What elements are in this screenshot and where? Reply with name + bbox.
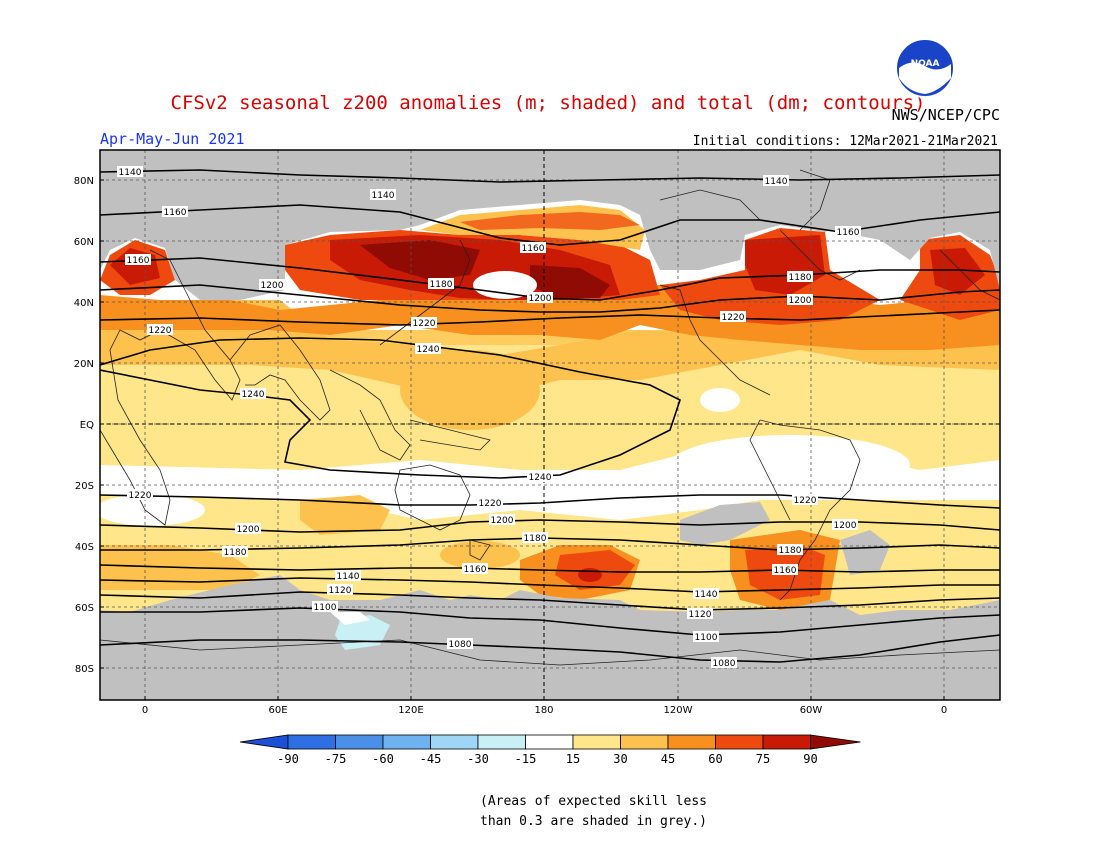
- contour-label: 1220: [413, 319, 436, 329]
- contour-label: 1100: [314, 603, 337, 613]
- colorbar-swatch: [715, 734, 764, 750]
- lon-tick-label: 180: [534, 705, 553, 716]
- colorbar-swatch: [477, 734, 526, 750]
- contour-label: 1160: [164, 208, 187, 218]
- contour-label: 1140: [337, 572, 360, 582]
- initial-conditions: Initial conditions: 12Mar2021-21Mar2021: [693, 134, 998, 149]
- colorbar-tick-label: -60: [372, 752, 394, 766]
- skill-note-line2: than 0.3 are shaded in grey.): [480, 814, 707, 829]
- contour-label: 1220: [149, 326, 172, 336]
- contour-label: 1160: [464, 565, 487, 575]
- colorbar-swatch: [572, 734, 621, 750]
- contour-label: 1080: [713, 659, 736, 669]
- contour-labels: 1140 1140 1140 1160 1160 1160 1160 1180 1180 1180…: [117, 166, 861, 669]
- noaa-logo: NOAA: [895, 38, 955, 98]
- colorbar-tick-label: -75: [325, 752, 347, 766]
- colorbar-swatch: [667, 734, 716, 750]
- lon-tick-label: 120W: [664, 705, 693, 716]
- contour-label: 1220: [479, 499, 502, 509]
- chart-title: CFSv2 seasonal z200 anomalies (m; shaded…: [171, 92, 926, 114]
- lon-tick-label: 60E: [268, 705, 287, 716]
- agency-label: NWS/NCEP/CPC: [892, 106, 1000, 124]
- colorbar-tick-label: -15: [515, 752, 537, 766]
- colorbar-tick-label: 75: [756, 752, 770, 766]
- contour-label: 1240: [529, 473, 552, 483]
- logo-text: NOAA: [911, 59, 940, 69]
- contour-label: 1240: [242, 390, 265, 400]
- colorbar-tick-label: -30: [467, 752, 489, 766]
- contour-label: 1080: [449, 640, 472, 650]
- lat-tick-label: 80N: [74, 176, 94, 187]
- lat-tick-label: 60N: [74, 237, 94, 248]
- colorbar-tick-label: 90: [803, 752, 817, 766]
- lon-tick-label: 0: [142, 705, 148, 716]
- colorbar-tick-label: 30: [613, 752, 627, 766]
- contour-label: 1120: [329, 586, 352, 596]
- colorbar-tick-label: 45: [661, 752, 675, 766]
- colorbar-swatch: [762, 734, 811, 750]
- contour-label: 1140: [119, 168, 142, 178]
- contour-label: 1200: [261, 281, 284, 291]
- season-label: Apr-May-Jun 2021: [100, 130, 245, 148]
- contour-label: 1240: [417, 345, 440, 355]
- colorbar-tick-label: -45: [420, 752, 442, 766]
- lat-tick-label: 20S: [75, 481, 94, 492]
- contour-label: 1220: [722, 313, 745, 323]
- contour-label: 1200: [789, 296, 812, 306]
- lon-tick-label: 120E: [398, 705, 423, 716]
- contour-label: 1180: [779, 546, 802, 556]
- lat-tick-label: EQ: [80, 420, 94, 431]
- colorbar-high-arrow: [810, 734, 861, 750]
- colorbar-low-arrow: [239, 734, 289, 750]
- lat-tick-label: 60S: [75, 603, 94, 614]
- coastlines: [100, 169, 1000, 666]
- colorbar-swatch: [525, 734, 574, 750]
- contour-label: 1220: [129, 491, 152, 501]
- colorbar-swatch: [620, 734, 669, 750]
- contour-label: 1160: [774, 566, 797, 576]
- contour-label: 1140: [695, 590, 718, 600]
- lat-tick-label: 20N: [74, 359, 94, 370]
- lat-tick-label: 40S: [75, 542, 94, 553]
- colorbar: -90 -75 -60 -45 -30 -15 15 30 45 60 75 90: [239, 734, 861, 766]
- contour-label: 1200: [491, 516, 514, 526]
- contour-label: 1200: [529, 294, 552, 304]
- contour-label: 1120: [689, 610, 712, 620]
- contour-label: 1200: [834, 521, 857, 531]
- lat-tick-label: 80S: [75, 664, 94, 675]
- contour-label: 1180: [224, 548, 247, 558]
- latitude-ticks: 80N 60N 40N 20N EQ 20S 40S 60S 80S: [74, 176, 104, 675]
- contour-label: 1180: [524, 534, 547, 544]
- lat-tick-label: 40N: [74, 298, 94, 309]
- longitude-ticks: 0 60E 120E 180 120W 60W 0: [142, 696, 947, 716]
- colorbar-tick-label: 15: [566, 752, 580, 766]
- colorbar-swatch: [335, 734, 384, 750]
- contour-label: 1180: [789, 273, 812, 283]
- contour-label: 1100: [695, 633, 718, 643]
- colorbar-swatch: [430, 734, 479, 750]
- colorbar-tick-label: 60: [708, 752, 722, 766]
- contour-label: 1220: [794, 496, 817, 506]
- skill-note-line1: (Areas of expected skill less: [480, 794, 707, 809]
- colorbar-swatch: [287, 734, 336, 750]
- contour-label: 1140: [372, 191, 395, 201]
- colorbar-tick-label: -90: [277, 752, 299, 766]
- lon-tick-label: 0: [941, 705, 947, 716]
- colorbar-swatch: [382, 734, 431, 750]
- contour-label: 1160: [837, 228, 860, 238]
- map-frame: [99, 149, 1001, 701]
- lon-tick-label: 60W: [800, 705, 823, 716]
- contour-label: 1180: [430, 280, 453, 290]
- contour-label: 1200: [237, 525, 260, 535]
- contour-label: 1160: [522, 244, 545, 254]
- contour-lines: [100, 169, 1000, 663]
- contour-label: 1140: [765, 177, 788, 187]
- map-area: [100, 150, 1000, 700]
- contour-label: 1160: [127, 256, 150, 266]
